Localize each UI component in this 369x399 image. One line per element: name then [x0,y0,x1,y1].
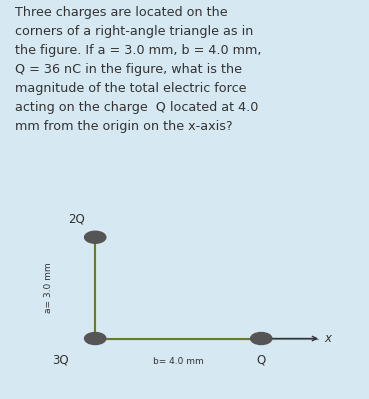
Text: b= 4.0 mm: b= 4.0 mm [153,357,204,366]
Text: 2Q: 2Q [69,213,85,226]
Text: Three charges are located on the
corners of a right-angle triangle as in
the fig: Three charges are located on the corners… [15,6,261,133]
Circle shape [85,332,106,344]
Text: x: x [324,332,331,345]
Circle shape [85,231,106,243]
Text: Q: Q [256,354,266,367]
Text: a= 3.0 mm: a= 3.0 mm [44,263,53,313]
Text: 3Q: 3Q [52,354,69,367]
Circle shape [251,332,272,344]
